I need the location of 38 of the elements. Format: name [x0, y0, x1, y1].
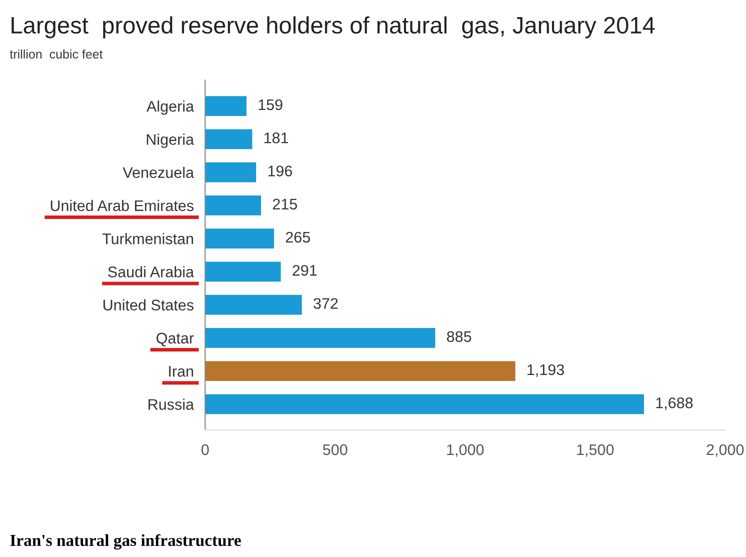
- y-tick-label: Qatar: [156, 332, 194, 346]
- data-label: 265: [286, 232, 310, 243]
- bar: [205, 262, 281, 282]
- y-tick-label: Algeria: [146, 100, 194, 115]
- y-tick-label: United States: [104, 299, 194, 310]
- chart-title: Largest proved reserve holders of natural gas, January 2014: [12, 16, 655, 38]
- bar: [205, 328, 436, 348]
- bar: [205, 294, 302, 315]
- data-label: 885: [447, 331, 472, 342]
- data-label: 372: [314, 298, 338, 309]
- x-tick-label: 500: [323, 444, 348, 456]
- x-tick-label: 1,000: [447, 444, 484, 457]
- text: trillion cubic feet: [10, 49, 103, 59]
- bar: [205, 195, 262, 216]
- text: Iran's natural gas infrastructure: [10, 534, 241, 550]
- data-label: 291: [292, 264, 317, 276]
- y-tick-label: United Arab Emirates: [50, 200, 194, 212]
- y-tick-label: Turkmenistan: [102, 233, 194, 244]
- y-tick-label: Saudi Arabia: [108, 266, 194, 278]
- y-tick-label: Venezuela: [122, 166, 194, 178]
- data-label: 1,688: [656, 397, 693, 410]
- data-label: 215: [272, 198, 298, 210]
- y-tick-label: Iran: [169, 366, 194, 377]
- data-label: 1,193: [528, 364, 564, 377]
- data-label: 159: [258, 99, 282, 110]
- x-tick-label: 1,500: [577, 444, 614, 457]
- bar: [205, 228, 274, 248]
- y-tick-label: Russia: [148, 398, 194, 410]
- x-tick-label: 0: [202, 444, 209, 456]
- bar: [205, 96, 246, 116]
- bar: [205, 394, 644, 414]
- bar: [205, 361, 516, 381]
- y-tick-label: Nigeria: [146, 134, 194, 148]
- data-label: 181: [264, 132, 288, 144]
- data-label: 196: [268, 166, 292, 176]
- x-tick-label: 2,000: [706, 444, 744, 457]
- bar: [205, 162, 256, 182]
- bar: [205, 129, 252, 150]
